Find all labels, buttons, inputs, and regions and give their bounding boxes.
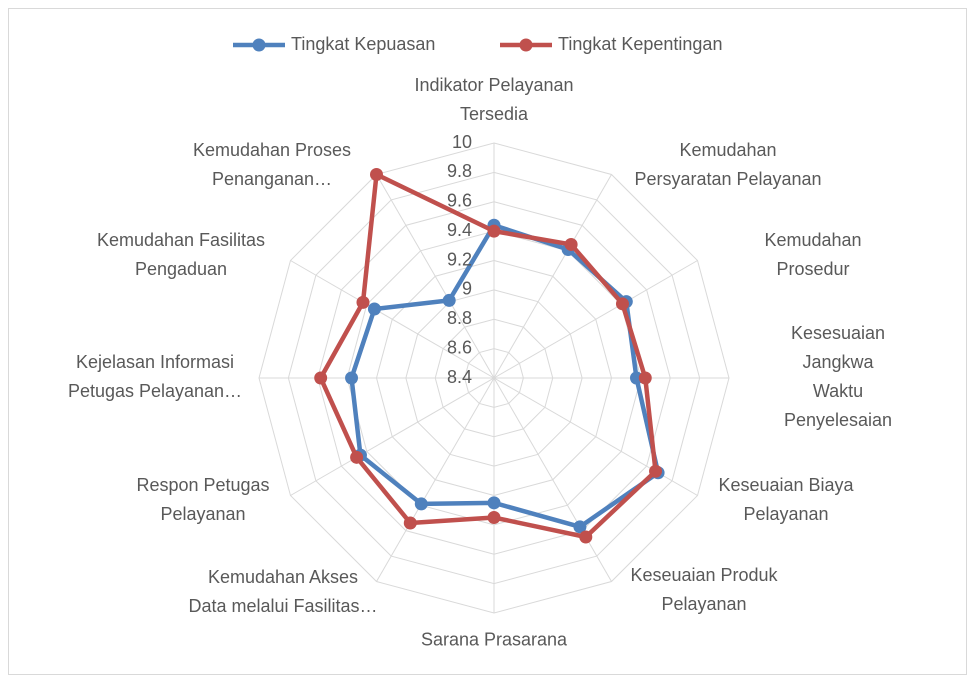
plot [314, 167, 665, 544]
spoke [493, 174, 612, 379]
spoke [290, 260, 495, 379]
marker [356, 295, 370, 309]
y-tick-label: 10 [452, 132, 472, 152]
category-label: Kemudahan Proses Penanganan… [192, 140, 352, 189]
marker [414, 497, 428, 511]
y-tick-label: 9.6 [447, 191, 472, 211]
legend-label: Tingkat Kepentingan [558, 34, 722, 54]
spoke [376, 174, 495, 379]
marker [370, 167, 383, 181]
marker [487, 511, 501, 525]
legend-marker [519, 38, 533, 52]
legend-marker [252, 38, 266, 52]
spoke [493, 377, 698, 496]
category-label: Sarana Prasarana [420, 629, 568, 650]
marker [442, 293, 456, 307]
marker [573, 520, 587, 534]
category-label: Keseuaian Produk Pelayanan [630, 565, 778, 614]
category-label: Kemudahan Akses Data melalui Fasilitas… [188, 567, 378, 616]
category-label: Kemudahan Persyaratan Pelayanan [634, 140, 822, 189]
grid [258, 142, 730, 614]
y-tick-label: 8.4 [447, 367, 472, 387]
marker [487, 496, 501, 510]
y-tick-label: 9 [462, 279, 472, 299]
marker [638, 371, 652, 385]
y-tick-label: 9.8 [447, 161, 472, 181]
y-tick-label: 8.6 [447, 337, 472, 357]
marker [487, 224, 501, 238]
category-label: Indikator Pelayanan Tersedia [414, 75, 574, 124]
marker [345, 371, 359, 385]
marker [649, 464, 663, 478]
y-tick-label: 9.2 [447, 249, 472, 269]
marker [403, 516, 417, 530]
category-label: Kemudahan Fasilitas Pengaduan [96, 230, 266, 279]
category-label: Kesesuaian Jangkwa Waktu Penyelesaian [783, 323, 893, 430]
y-tick-label: 9.4 [447, 220, 472, 240]
chart-border [8, 8, 967, 675]
spoke [493, 377, 612, 582]
spoke [493, 260, 698, 379]
marker [367, 302, 381, 316]
marker [564, 237, 578, 251]
category-label: Kejelasan Informasi Petugas Pelayanan… [67, 352, 243, 401]
marker [579, 530, 593, 544]
y-tick-label: 8.8 [447, 308, 472, 328]
marker [350, 450, 364, 464]
category-label: Kemudahan Prosedur [764, 230, 862, 279]
category-label: Keseuaian Biaya Pelayanan [718, 475, 854, 524]
marker [314, 371, 328, 385]
spoke [376, 377, 495, 582]
legend-label: Tingkat Kepuasan [291, 34, 435, 54]
category-label: Respon Petugas Pelayanan [136, 475, 270, 524]
marker [615, 297, 629, 311]
spoke [290, 377, 495, 496]
